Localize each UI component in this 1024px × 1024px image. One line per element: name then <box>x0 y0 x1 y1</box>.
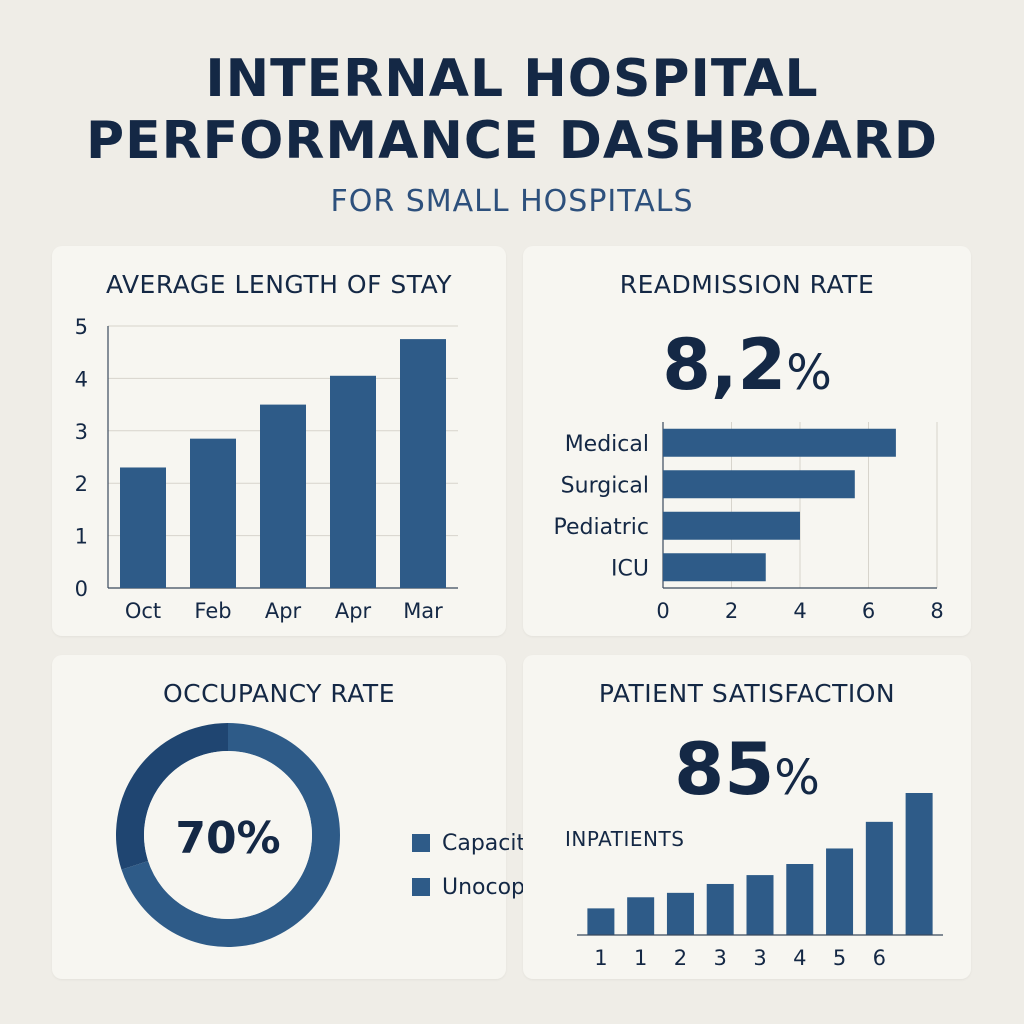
readmission-rate-unit: % <box>786 345 832 401</box>
x-tick-label: 1 <box>594 946 607 970</box>
occupancy-rate-chart <box>115 723 341 947</box>
category-label: Surgical <box>561 473 649 498</box>
patient-satisfaction-unit: % <box>774 750 820 806</box>
readmission-rate-chart: 0 2 4 6 8 Medical Surgical Pediatric ICU <box>554 422 944 623</box>
page-subtitle: FOR SMALL HOSPITALS <box>330 184 694 219</box>
bar <box>666 892 694 935</box>
bar <box>260 404 306 588</box>
legend-item-unoccupied: Unocop. <box>412 865 538 909</box>
bar <box>587 908 615 935</box>
avg-length-of-stay-title: AVERAGE LENGTH OF STAY <box>105 270 453 299</box>
patient-satisfaction-title: PATIENT SATISFACTION <box>598 679 896 708</box>
x-tick-label: Mar <box>403 599 443 623</box>
occupancy-center-label: 70% <box>175 813 281 864</box>
readmission-rate-card: READMISSION RATE 8,2% 0 2 4 6 8 Medical Surgic… <box>523 246 971 636</box>
patient-satisfaction-card: PATIENT SATISFACTION 85% INPATIENTS 1 1 2 3… <box>523 655 971 979</box>
y-tick-label: 5 <box>75 315 88 339</box>
bar <box>905 793 933 935</box>
x-tick-label: Apr <box>265 599 302 623</box>
x-tick-label: 3 <box>753 946 766 970</box>
bar <box>400 339 446 588</box>
bar <box>330 375 376 588</box>
legend-item-capacity: Capacity <box>412 821 538 865</box>
donut-slice <box>115 723 228 870</box>
occupancy-rate-card: OCCUPANCY RATE 70% Capacity Unocop. <box>52 655 538 979</box>
legend-swatch-unoccupied <box>412 878 430 896</box>
x-tick-label: 6 <box>873 946 886 970</box>
x-tick-label: 1 <box>634 946 647 970</box>
bar <box>865 821 893 935</box>
dashboard-header: INTERNAL HOSPITAL PERFORMANCE DASHBOARD … <box>0 48 1024 222</box>
bar <box>663 470 855 499</box>
patient-satisfaction-number: 85 <box>674 727 775 811</box>
bar <box>663 553 766 582</box>
legend-label-capacity: Capacity <box>442 830 539 856</box>
readmission-rate-value: 8,2% <box>523 324 971 406</box>
readmission-rate-title: READMISSION RATE <box>619 270 875 299</box>
bar <box>190 438 236 588</box>
x-tick-label: 8 <box>930 599 943 623</box>
inpatients-label: INPATIENTS <box>565 827 685 851</box>
category-label: Medical <box>565 432 649 457</box>
bar <box>706 883 734 935</box>
y-tick-label: 3 <box>75 420 88 444</box>
y-tick-label: 1 <box>75 525 88 549</box>
x-tick-label: 2 <box>725 599 738 623</box>
readmission-rate-number: 8,2 <box>662 324 787 406</box>
page-title-line-2: PERFORMANCE DASHBOARD <box>85 111 938 171</box>
patient-satisfaction-chart: 1 1 2 3 3 4 5 6 <box>577 793 943 970</box>
bar <box>120 467 166 588</box>
occupancy-legend: Capacity Unocop. <box>412 821 538 909</box>
x-tick-label: 3 <box>714 946 727 970</box>
x-tick-label: Oct <box>125 599 161 623</box>
bar <box>663 428 896 457</box>
bar <box>663 511 800 540</box>
y-tick-label: 0 <box>75 577 88 601</box>
bar <box>826 848 854 935</box>
bar <box>786 864 814 935</box>
avg-length-of-stay-chart: 0 1 2 3 4 5 Oct Feb Apr Apr Mar <box>75 315 458 623</box>
x-tick-label: 0 <box>656 599 669 623</box>
legend-swatch-capacity <box>412 834 430 852</box>
y-tick-label: 4 <box>75 367 88 391</box>
donut-hole <box>144 751 312 919</box>
category-label: ICU <box>611 556 649 581</box>
x-tick-label: 5 <box>833 946 846 970</box>
occupancy-rate-title: OCCUPANCY RATE <box>163 679 395 708</box>
bar <box>746 875 774 935</box>
category-label: Pediatric <box>554 515 649 540</box>
x-tick-label: 4 <box>793 599 806 623</box>
x-tick-label: Apr <box>335 599 372 623</box>
avg-length-of-stay-card: AVERAGE LENGTH OF STAY 0 1 2 3 4 5 Oct Feb Apr Ap… <box>52 246 506 636</box>
page-title-line-1: INTERNAL HOSPITAL <box>205 49 819 109</box>
patient-satisfaction-value: 85% <box>523 727 971 811</box>
bar <box>627 897 655 935</box>
legend-label-unoccupied: Unocop. <box>442 874 533 900</box>
x-tick-label: 4 <box>793 946 806 970</box>
x-tick-label: 6 <box>862 599 875 623</box>
y-tick-label: 2 <box>75 472 88 496</box>
x-tick-label: Feb <box>194 599 231 623</box>
x-tick-label: 2 <box>674 946 687 970</box>
